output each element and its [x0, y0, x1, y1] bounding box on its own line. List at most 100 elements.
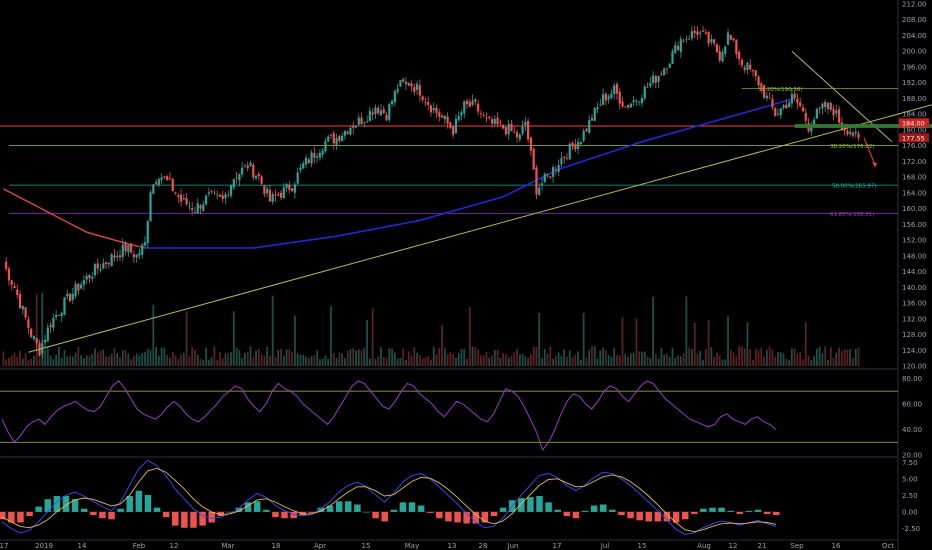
volume-bar [735, 356, 738, 366]
volume-bar [110, 353, 113, 366]
volume-bar [288, 349, 291, 366]
rsi-tick-label: 40.00 [902, 426, 922, 434]
candle-body [316, 156, 319, 158]
candle-body [191, 208, 194, 211]
macd-histogram-bar [709, 507, 716, 512]
volume-bar [266, 346, 269, 366]
candle-body [735, 39, 738, 55]
volume-bar [305, 356, 307, 366]
candle-body [310, 152, 313, 164]
volume-bar [685, 296, 688, 366]
current-price-badge [899, 133, 929, 143]
macd-histogram-bar [654, 511, 662, 522]
volume-bar [746, 322, 749, 366]
volume-bar [238, 350, 241, 366]
candle-body [701, 31, 705, 32]
volume-bar [663, 354, 666, 366]
candle-body [407, 82, 410, 86]
arrow-down-icon [863, 137, 876, 166]
candle-body [565, 157, 569, 159]
candle-body [604, 93, 607, 101]
candle-body [216, 194, 219, 196]
candle-body [63, 297, 66, 315]
candle-body [568, 143, 571, 160]
macd-histogram-bar [408, 502, 416, 512]
volume-bar [568, 350, 571, 366]
macd-tick-label: 2.50 [902, 492, 918, 500]
volume-bar [535, 346, 538, 366]
candle-body [429, 105, 433, 113]
candle-body [335, 137, 338, 145]
macd-histogram-bar [417, 505, 425, 512]
price-tick-label: 184.00 [902, 111, 927, 119]
volume-bar [707, 320, 710, 366]
candle-body [846, 130, 849, 135]
volume-bar [357, 349, 360, 366]
volume-bar [802, 359, 804, 366]
candle-body [740, 59, 744, 66]
date-tick-label: 18 [272, 542, 281, 550]
volume-bar [846, 349, 849, 366]
candle-body [360, 117, 363, 125]
candle-body [724, 46, 727, 54]
candle-body [318, 152, 321, 158]
volume-bar [8, 357, 10, 366]
candle-body [465, 100, 469, 105]
candle-body [693, 30, 696, 33]
candle-body [457, 116, 460, 120]
price-tick-label: 156.00 [902, 221, 927, 229]
volume-bar [77, 346, 80, 366]
volume-bar [474, 346, 477, 366]
volume-bar [507, 357, 510, 366]
date-tick-label: Jul [600, 542, 610, 550]
volume-bar [643, 351, 646, 366]
volume-bar [177, 358, 180, 366]
macd-histogram-bar [590, 505, 598, 512]
date-tick-label: 12 [170, 542, 179, 550]
candle-body [85, 275, 88, 280]
candle-body [160, 177, 163, 180]
candle-body [538, 187, 541, 195]
volume-bar [257, 348, 260, 366]
candle-body [785, 104, 788, 109]
volume-bar [765, 349, 768, 366]
volume-bar [538, 313, 541, 366]
candle-body [324, 141, 327, 152]
volume-bar [604, 349, 607, 366]
candle-body [96, 263, 99, 269]
candle-body [271, 194, 274, 202]
volume-bar [307, 357, 310, 366]
candle-body [507, 123, 510, 135]
volume-bar [799, 351, 802, 366]
date-axis: 17 2019 14 Feb 12 Mar 18 Apr 15 May 13 28 Jun 17 Jul 15… [0, 542, 894, 550]
volume-bar [368, 358, 371, 366]
volume-bar [116, 353, 119, 366]
volume-bar [10, 355, 13, 366]
price-tick-label: 148.00 [902, 252, 927, 260]
candle-body [260, 176, 263, 184]
candle-body [757, 76, 760, 86]
volume-bar [49, 355, 52, 366]
candle-body [554, 168, 557, 170]
candle-body [765, 95, 768, 99]
volume-bar [144, 352, 146, 366]
candle-body [479, 113, 483, 115]
candle-body [218, 194, 222, 197]
candle-body [66, 293, 69, 297]
volume-bar [693, 322, 696, 366]
volume-bar [760, 347, 763, 366]
volume-bar [510, 355, 513, 366]
candle-body [93, 264, 97, 276]
candle-body [399, 80, 402, 87]
candle-body [849, 131, 852, 134]
candle-body [601, 94, 605, 105]
candle-body [676, 45, 680, 51]
volume-bar [821, 353, 824, 366]
uptrend-line [28, 104, 932, 353]
candle-body [543, 173, 546, 183]
candle-body [782, 105, 785, 108]
volume-bar [27, 359, 30, 366]
candle-body [696, 31, 699, 35]
candle-body [679, 38, 682, 53]
volume-bar [52, 359, 55, 366]
